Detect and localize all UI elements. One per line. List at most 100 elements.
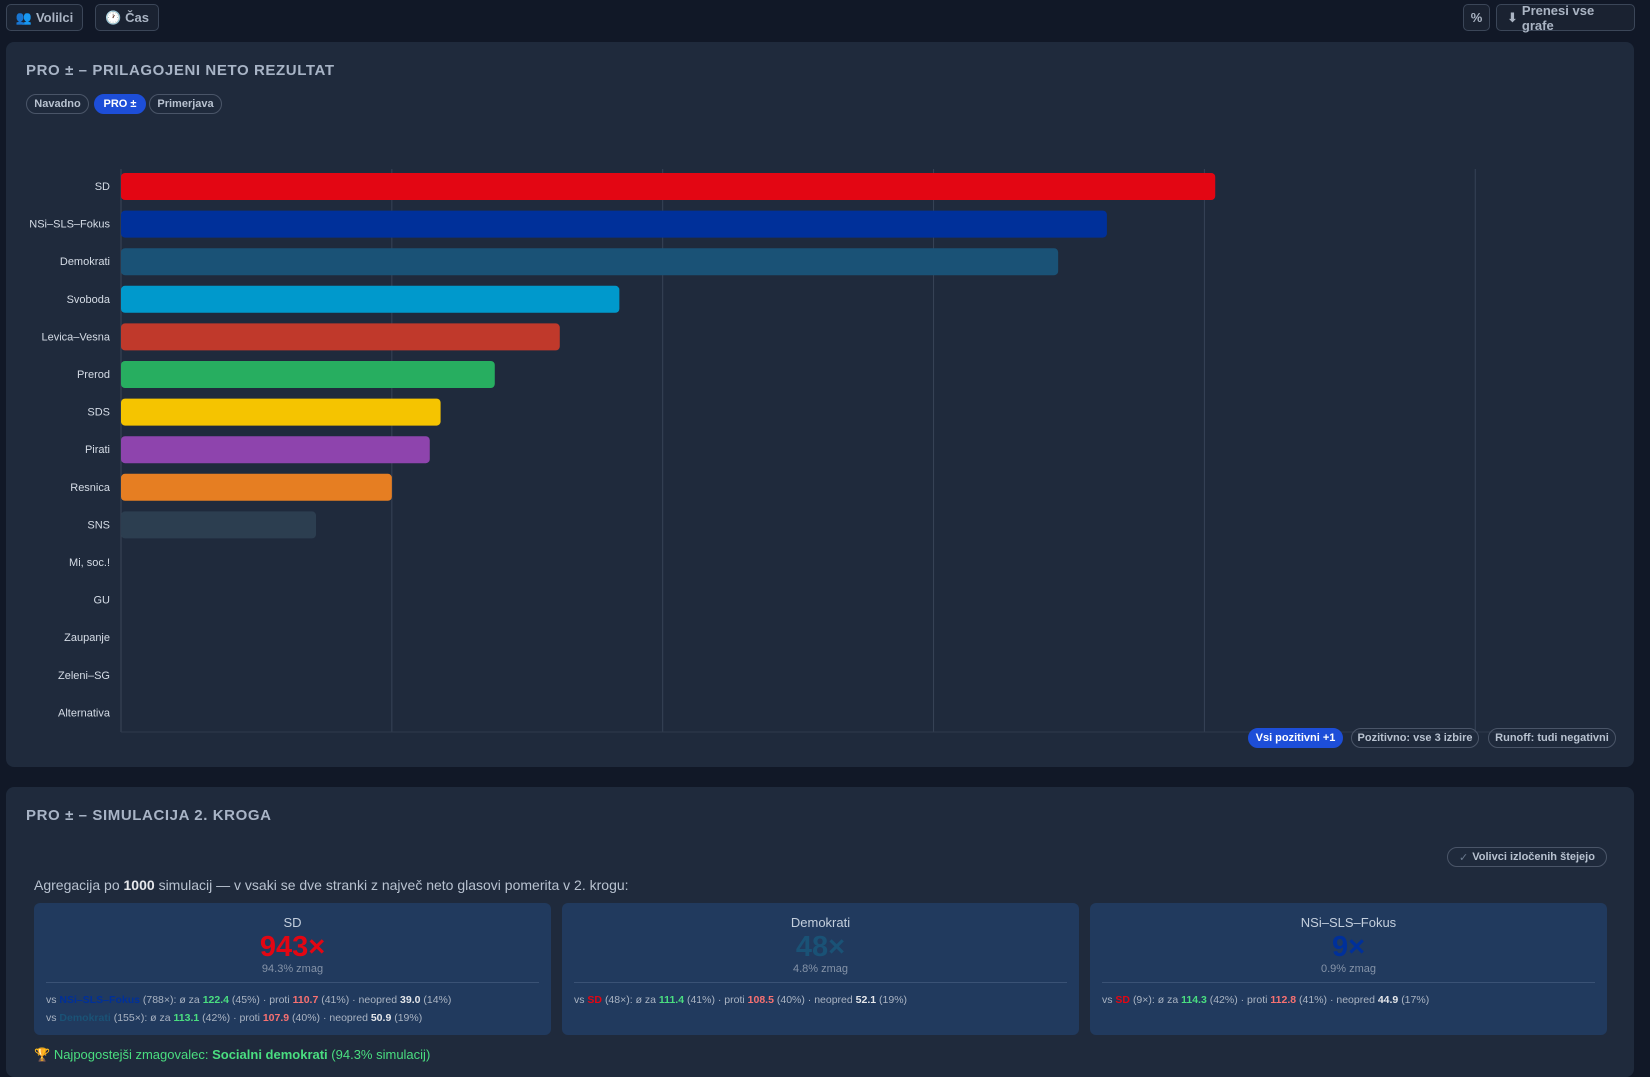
result-divider [574, 982, 1067, 983]
votes-against-pct: (41%) · neopred [1299, 994, 1375, 1006]
filter-label: Pozitivno: vse 3 izbire [1357, 732, 1473, 744]
agg-count: 1000 [123, 877, 155, 893]
matchup-count: (48×): ø za [604, 994, 656, 1006]
votes-for: 111.4 [658, 994, 685, 1006]
votes-for-pct: (41%) · proti [686, 994, 745, 1006]
bar[interactable] [121, 398, 441, 426]
matchup-line: vs NSi–SLS–Fokus (788×): ø za 122.4 (45%… [46, 991, 451, 1009]
bar[interactable] [121, 511, 317, 539]
bar[interactable] [121, 323, 560, 351]
aggregation-summary: Agregacija po 1000 simulacij — v vsaki s… [34, 877, 629, 893]
net-result-bar-chart: 0510152025SDNSi–SLS–FokusDemokratiSvobod… [29, 169, 1524, 744]
matchup-count: (788×): ø za [142, 994, 200, 1006]
result-divider [46, 982, 539, 983]
vs-label: vs [46, 994, 57, 1006]
x-tick-label: 0 [118, 743, 125, 744]
votes-undecided: 52.1 [855, 994, 877, 1006]
matchup-line: vs SD (48×): ø za 111.4 (41%) · proti 10… [574, 991, 907, 1009]
category-label: SDS [87, 407, 110, 419]
result-card: Demokrati 48× 4.8% zmag vs SD (48×): ø za 1… [562, 903, 1079, 1035]
download-button-label: Prenesi vse grafe [1521, 2, 1595, 33]
votes-against: 108.5 [747, 994, 774, 1006]
result-win-count: 943× [259, 931, 326, 963]
votes-for-pct: (45%) · proti [231, 994, 290, 1006]
mode-tab-label: Navadno [34, 98, 81, 110]
x-tick-label: 5 [389, 743, 396, 744]
mode-tab-label: Primerjava [157, 98, 214, 110]
matchup-count: (9×): ø za [1132, 994, 1179, 1006]
category-label: Svoboda [67, 294, 111, 306]
votes-undecided: 44.9 [1377, 994, 1399, 1006]
toggle-label: Volivci izločenih štejejo [1472, 851, 1595, 863]
mode-tab-label: PRO ± [103, 98, 137, 110]
filter-all-positive[interactable]: Vsi pozitivni +1 [1248, 728, 1343, 748]
x-tick-label: 10 [656, 743, 670, 744]
download-all-button[interactable]: ⬇ Prenesi vse grafe [1496, 2, 1635, 33]
matchup-lines: vs SD (9×): ø za 114.3 (42%) · proti 112… [1102, 991, 1429, 1009]
winner-suffix: (94.3% simulacij) [331, 1047, 431, 1062]
check-icon: ✓ [1459, 851, 1469, 864]
voters-button[interactable]: 👥 Volilci [6, 4, 83, 31]
category-label: SNS [87, 519, 110, 531]
category-label: Mi, soc.! [69, 557, 110, 569]
votes-undecided: 39.0 [400, 994, 421, 1006]
bar[interactable] [121, 361, 495, 388]
most-frequent-winner: 🏆 Najpogostejši zmagovalec: Socialni dem… [34, 1047, 430, 1063]
filter-label: Vsi pozitivni +1 [1255, 732, 1336, 744]
bar[interactable] [121, 436, 430, 464]
opponent-name: SD [587, 994, 603, 1006]
category-label: Resnica [70, 482, 111, 494]
category-label: Levica–Vesna [42, 331, 111, 343]
vs-label: vs [574, 994, 585, 1006]
result-card: SD 943× 94.3% zmag vs NSi–SLS–Fokus (788×):… [34, 903, 551, 1035]
sim-card-title: PRO ± – SIMULACIJA 2. KROGA [26, 807, 272, 824]
matchup-lines: vs SD (48×): ø za 111.4 (41%) · proti 10… [574, 991, 907, 1009]
eliminated-voters-toggle[interactable]: ✓ Volivci izločenih štejejo [1447, 847, 1607, 867]
bar[interactable] [121, 285, 620, 313]
matchup-lines: vs NSi–SLS–Fokus (788×): ø za 122.4 (45%… [46, 991, 451, 1027]
clock-icon: 🕐 [104, 9, 122, 25]
people-icon: 👥 [15, 9, 32, 25]
votes-for: 113.1 [173, 1012, 200, 1024]
matchup-count: (155×): ø za [113, 1012, 171, 1024]
time-button-label: Čas [125, 10, 150, 25]
agg-suffix: simulacij — v vsaki se dve stranki z naj… [158, 877, 629, 893]
votes-against: 110.7 [292, 994, 319, 1006]
filter-positive-all-three[interactable]: Pozitivno: vse 3 izbire [1351, 728, 1479, 748]
votes-undecided: 50.9 [370, 1012, 392, 1024]
download-icon: ⬇ [1507, 9, 1518, 25]
filter-label: Runoff: tudi negativni [1495, 732, 1609, 744]
mode-tab-pro[interactable]: PRO ± [94, 94, 146, 114]
bar[interactable] [121, 473, 392, 501]
category-label: GU [94, 595, 111, 607]
category-label: Prerod [77, 369, 110, 381]
winner-name: Socialni demokrati [212, 1047, 328, 1062]
trophy-icon: 🏆 [34, 1047, 51, 1062]
bar[interactable] [121, 248, 1059, 276]
result-win-count: 9× [1331, 931, 1366, 963]
agg-prefix: Agregacija po [34, 877, 120, 893]
percent-button[interactable]: % [1463, 4, 1490, 31]
mode-tab-compare[interactable]: Primerjava [149, 94, 222, 114]
filter-runoff-negative[interactable]: Runoff: tudi negativni [1488, 728, 1616, 748]
votes-against-pct: (41%) · neopred [321, 994, 398, 1006]
bar[interactable] [121, 173, 1216, 200]
x-tick-label: 15 [927, 743, 941, 744]
result-win-count: 48× [795, 931, 846, 963]
votes-against-pct: (40%) · neopred [292, 1012, 368, 1024]
mode-tab-normal[interactable]: Navadno [26, 94, 89, 114]
category-label: Pirati [85, 444, 110, 456]
votes-against-pct: (40%) · neopred [776, 994, 853, 1006]
votes-undecided-pct: (19%) [879, 994, 908, 1006]
votes-for: 114.3 [1181, 994, 1207, 1006]
result-divider [1102, 982, 1595, 983]
time-button[interactable]: 🕐 Čas [95, 4, 159, 31]
result-win-pct: 0.9% zmag [1320, 963, 1377, 975]
bar[interactable] [121, 210, 1107, 238]
result-party-name: SD [283, 915, 302, 930]
votes-undecided-pct: (19%) [394, 1012, 423, 1024]
x-tick-label: 20 [1198, 743, 1212, 744]
category-label: Demokrati [60, 256, 110, 268]
chart-card-title: PRO ± – PRILAGOJENI NETO REZULTAT [26, 62, 335, 79]
votes-against: 112.8 [1270, 994, 1297, 1006]
